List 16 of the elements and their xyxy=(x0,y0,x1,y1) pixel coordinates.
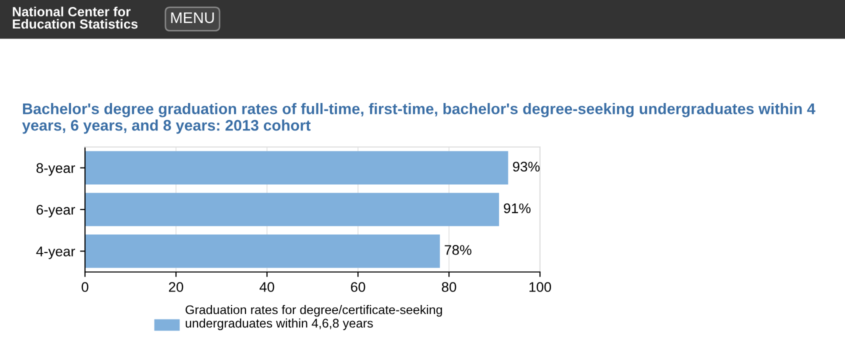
data-label: 93% xyxy=(512,162,540,172)
data-label: 91% xyxy=(504,203,531,214)
x-tick-label: 60 xyxy=(350,282,366,292)
chart-title: Bachelor's degree graduation rates of full-time, first-time, bachelor's degree-seeking undergraduates within 4 years, 6 years, and 8 years: 2013 cohort xyxy=(22,103,816,134)
x-tick-label: 80 xyxy=(442,282,456,292)
y-tick-label: 8-year xyxy=(36,163,76,176)
text: National Center for Education Statistics xyxy=(12,6,138,29)
legend-label: Graduation rates for degree/certificate-seeking undergraduates within 4,6,8 years xyxy=(186,305,442,330)
x-tick-label: 20 xyxy=(168,282,184,292)
x-tick-label: 0 xyxy=(82,282,88,292)
y-tick-label: 4-year xyxy=(36,246,76,260)
x-tick-label: 100 xyxy=(529,282,552,292)
text: MENU xyxy=(171,12,214,24)
y-tick-label: 6-year xyxy=(36,204,76,218)
x-tick-label: 40 xyxy=(260,282,274,292)
data-label: 78% xyxy=(444,245,472,255)
